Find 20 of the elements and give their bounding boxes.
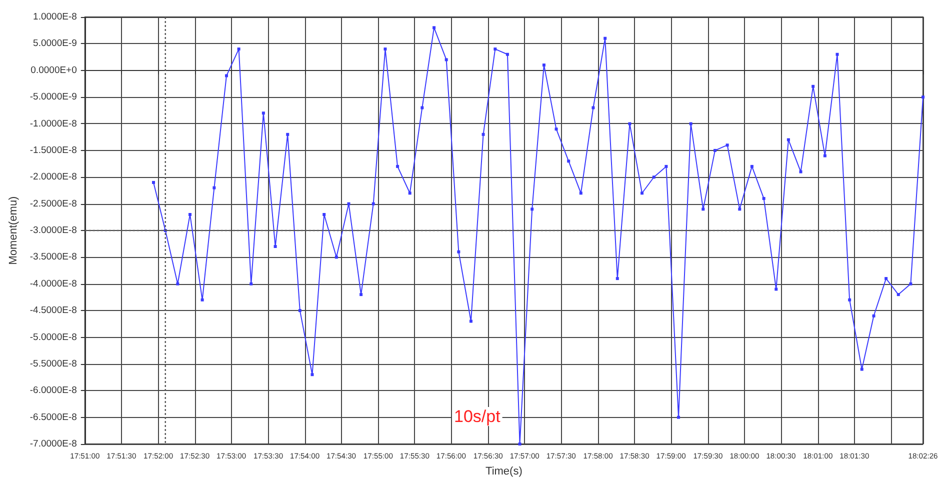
y-tick-label: -3.5000E-8 [30, 252, 77, 263]
y-tick-label: -1.5000E-8 [30, 144, 77, 156]
y-tick-label: -2.5000E-8 [30, 198, 77, 210]
y-axis-title: Moment(emu) [8, 196, 20, 265]
y-tick-label: -5.0000E-8 [30, 332, 77, 343]
y-tick-label: -2.0000E-8 [30, 172, 77, 183]
y-tick-label: -5.0000E-9 [30, 92, 77, 103]
y-tick-label: 5.0000E-9 [33, 38, 77, 50]
annotation: 10s/pt [454, 407, 501, 426]
y-tick-label: 1.0000E-8 [33, 12, 77, 22]
y-tick-label: -6.5000E-8 [30, 412, 77, 423]
y-tick-label: -4.5000E-8 [30, 305, 77, 316]
y-tick-label: -3.0000E-8 [30, 225, 77, 236]
y-tick-label: -1.0000E-8 [30, 118, 77, 130]
x-axis-title: Time(s) [486, 466, 522, 478]
y-tick-label: -6.0000E-8 [30, 385, 77, 396]
y-tick-label: -7.0000E-8 [30, 438, 77, 450]
y-tick-label: 0.0000E+0 [30, 64, 77, 76]
y-tick-label: -5.5000E-8 [30, 358, 77, 370]
y-tick-label: -4.0000E-8 [30, 278, 77, 290]
